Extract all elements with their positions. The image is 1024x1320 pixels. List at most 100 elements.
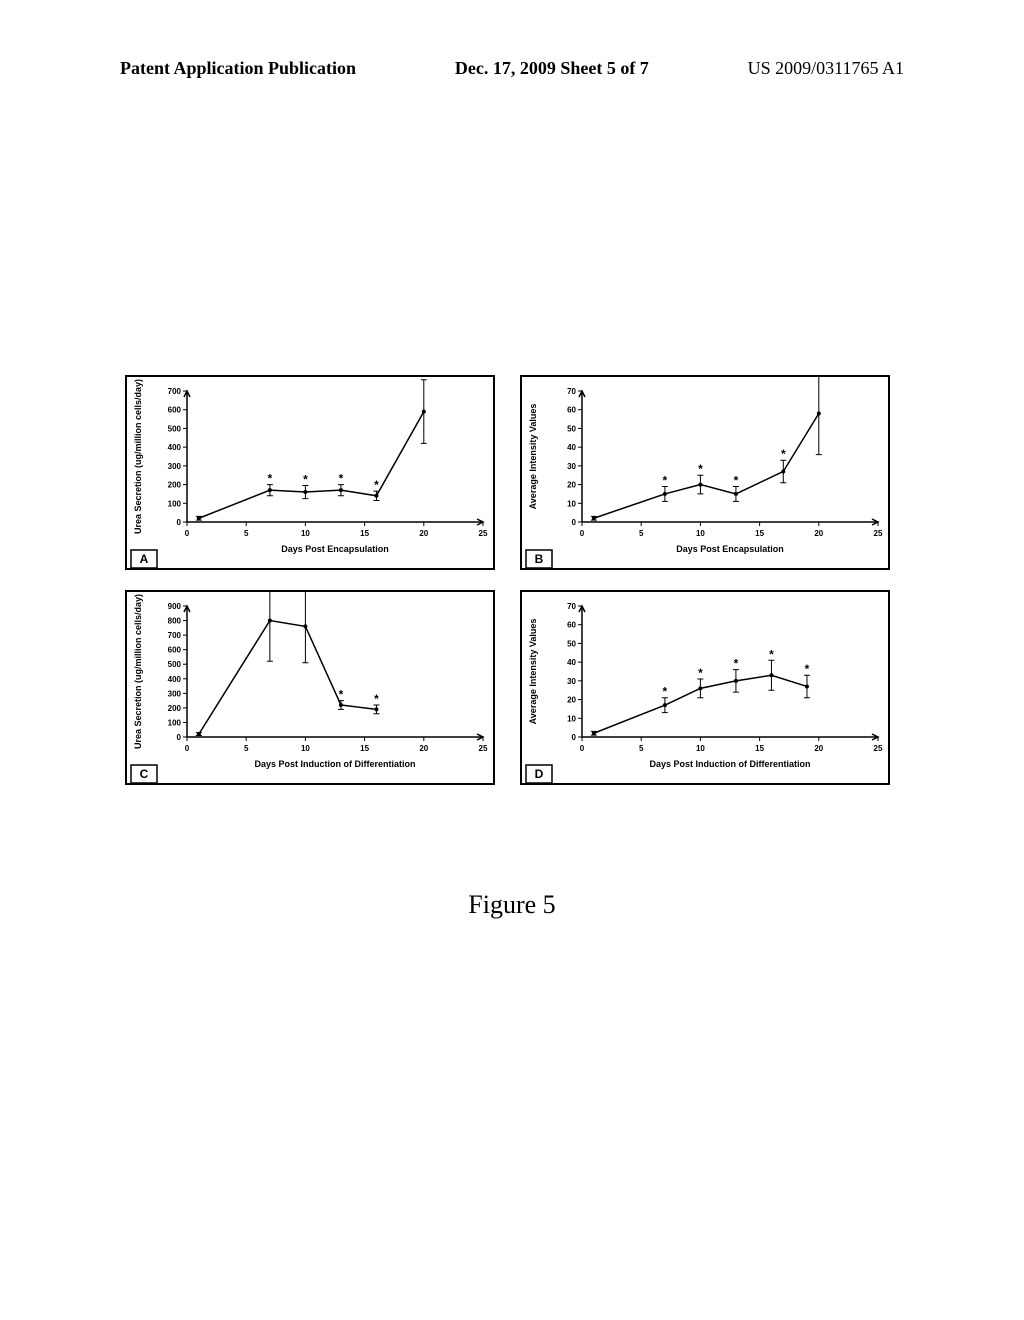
svg-text:300: 300	[168, 689, 182, 698]
svg-text:*: *	[698, 666, 703, 680]
svg-text:25: 25	[874, 529, 883, 538]
svg-text:C: C	[140, 767, 149, 781]
svg-text:5: 5	[639, 744, 644, 753]
svg-text:10: 10	[567, 499, 576, 508]
svg-text:200: 200	[168, 481, 182, 490]
svg-text:D: D	[535, 767, 544, 781]
svg-text:*: *	[805, 662, 810, 676]
chart-panel-C: 0 5 10 15 20 25 0 100 200 300 400 500 600 700 800 900 Da…	[125, 590, 495, 785]
svg-text:100: 100	[168, 499, 182, 508]
svg-text:50: 50	[567, 424, 576, 433]
figure-area: 05101520250100200300400500600700Days Pos…	[125, 375, 895, 795]
svg-text:10: 10	[301, 529, 310, 538]
svg-text:400: 400	[168, 443, 182, 452]
svg-text:25: 25	[479, 529, 488, 538]
svg-text:Days Post Encapsulation: Days Post Encapsulation	[281, 544, 389, 554]
chart-svg: 0 5 10 15 20 25 0 100 200 300 400 500 600 700 800 900 Da…	[127, 592, 497, 787]
svg-text:*: *	[734, 473, 739, 487]
svg-text:*: *	[769, 647, 774, 661]
svg-text:Average Intensity Values: Average Intensity Values	[528, 619, 538, 725]
svg-text:15: 15	[360, 529, 369, 538]
svg-text:*: *	[339, 472, 344, 486]
svg-text:20: 20	[567, 481, 576, 490]
chart-panel-D: 0 5 10 15 20 25 0 10 20 30 40 50 60 70 Days Post Induc…	[520, 590, 890, 785]
svg-text:*: *	[663, 685, 668, 699]
svg-text:5: 5	[639, 529, 644, 538]
svg-text:40: 40	[567, 658, 576, 667]
svg-text:*: *	[374, 478, 379, 492]
svg-text:0: 0	[185, 744, 190, 753]
svg-text:500: 500	[168, 424, 182, 433]
svg-text:10: 10	[696, 744, 705, 753]
svg-text:70: 70	[567, 602, 576, 611]
svg-text:0: 0	[572, 518, 577, 527]
svg-text:50: 50	[567, 639, 576, 648]
svg-text:70: 70	[567, 387, 576, 396]
svg-text:20: 20	[419, 529, 428, 538]
svg-text:5: 5	[244, 744, 249, 753]
svg-text:*: *	[698, 462, 703, 476]
chart-panel-A: 0 5 10 15 20 25 0 100 200 300 400 500 600 700 Days Pos…	[125, 375, 495, 570]
svg-text:600: 600	[168, 406, 182, 415]
svg-text:B: B	[535, 552, 544, 566]
svg-text:*: *	[339, 688, 344, 702]
svg-text:30: 30	[567, 677, 576, 686]
svg-text:40: 40	[567, 443, 576, 452]
svg-text:25: 25	[479, 744, 488, 753]
svg-text:Days Post Encapsulation: Days Post Encapsulation	[676, 544, 784, 554]
svg-text:800: 800	[168, 617, 182, 626]
svg-text:5: 5	[244, 529, 249, 538]
svg-text:15: 15	[755, 529, 764, 538]
svg-text:700: 700	[168, 631, 182, 640]
chart-panel-B: 0 5 10 15 20 25 0 10 20 30 40 50 60 70 Days Post Encap…	[520, 375, 890, 570]
svg-text:Urea Secretion (ug/million cel: Urea Secretion (ug/million cells/day)	[133, 594, 143, 749]
chart-svg: 0 5 10 15 20 25 0 100 200 300 400 500 600 700 Days Pos…	[127, 377, 497, 572]
svg-text:60: 60	[567, 406, 576, 415]
svg-text:500: 500	[168, 660, 182, 669]
page-header: Patent Application Publication Dec. 17, …	[0, 58, 1024, 79]
svg-text:*: *	[303, 473, 308, 487]
svg-text:300: 300	[168, 462, 182, 471]
svg-text:700: 700	[168, 387, 182, 396]
svg-text:20: 20	[814, 744, 823, 753]
chart-svg: 0 5 10 15 20 25 0 10 20 30 40 50 60 70 Days Post Encap…	[522, 377, 892, 572]
svg-text:25: 25	[874, 744, 883, 753]
svg-text:*: *	[421, 377, 426, 381]
svg-text:*: *	[781, 447, 786, 461]
svg-text:0: 0	[580, 529, 585, 538]
svg-text:Days Post Induction of Differe: Days Post Induction of Differentiation	[254, 759, 415, 769]
chart-svg: 0 5 10 15 20 25 0 10 20 30 40 50 60 70 Days Post Induc…	[522, 592, 892, 787]
svg-text:15: 15	[755, 744, 764, 753]
svg-text:20: 20	[814, 529, 823, 538]
header-center: Dec. 17, 2009 Sheet 5 of 7	[455, 58, 649, 79]
header-left: Patent Application Publication	[120, 58, 356, 79]
svg-text:0: 0	[572, 733, 577, 742]
svg-text:*: *	[374, 692, 379, 706]
svg-text:A: A	[140, 552, 149, 566]
svg-text:30: 30	[567, 462, 576, 471]
svg-text:20: 20	[419, 744, 428, 753]
svg-text:0: 0	[580, 744, 585, 753]
svg-text:10: 10	[567, 714, 576, 723]
figure-caption: Figure 5	[0, 890, 1024, 920]
svg-text:*: *	[663, 473, 668, 487]
svg-text:100: 100	[168, 718, 182, 727]
svg-text:20: 20	[567, 696, 576, 705]
svg-text:*: *	[734, 657, 739, 671]
svg-text:400: 400	[168, 675, 182, 684]
svg-text:15: 15	[360, 744, 369, 753]
svg-text:900: 900	[168, 602, 182, 611]
svg-text:200: 200	[168, 704, 182, 713]
svg-text:0: 0	[177, 733, 182, 742]
svg-text:10: 10	[696, 529, 705, 538]
svg-text:Urea Secretion (ug/million cel: Urea Secretion (ug/million cells/day)	[133, 379, 143, 534]
svg-text:60: 60	[567, 621, 576, 630]
svg-text:0: 0	[185, 529, 190, 538]
header-right: US 2009/0311765 A1	[748, 58, 904, 79]
svg-text:600: 600	[168, 646, 182, 655]
svg-text:0: 0	[177, 518, 182, 527]
svg-text:*: *	[268, 472, 273, 486]
svg-text:Days Post Induction of Differe: Days Post Induction of Differentiation	[649, 759, 810, 769]
svg-text:Average Intensity Values: Average Intensity Values	[528, 404, 538, 510]
svg-text:10: 10	[301, 744, 310, 753]
